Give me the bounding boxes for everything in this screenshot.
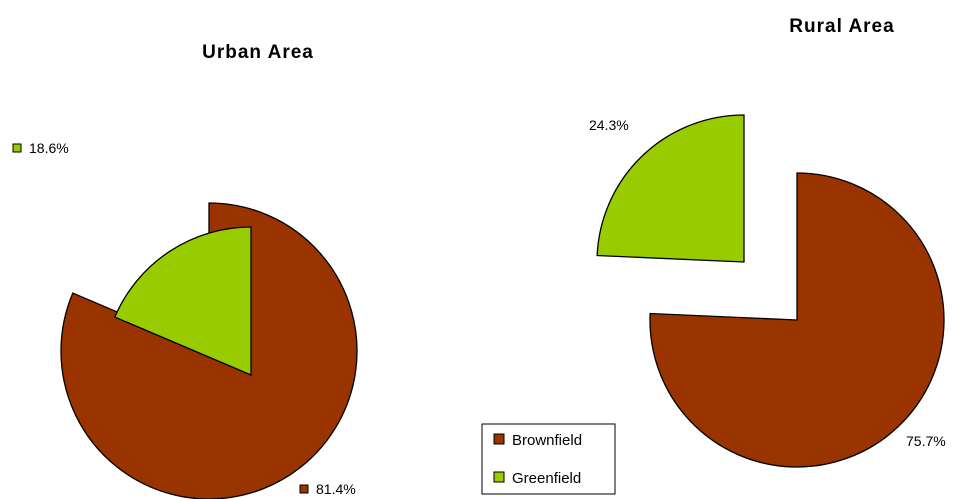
urban-chart-title: Urban Area xyxy=(202,42,314,63)
rural-chart-title: Rural Area xyxy=(789,16,894,37)
urban-area-chart: Urban Area 81.4% 18.6% xyxy=(12,42,358,499)
legend-swatch-brownfield xyxy=(493,433,505,445)
rural-area-chart: Rural Area 75.7% 24.3% xyxy=(589,16,946,468)
urban-label-swatch-brownfield xyxy=(299,484,309,494)
legend-label-brownfield: Brownfield xyxy=(512,432,582,449)
legend-swatch-greenfield xyxy=(493,471,505,483)
legend: Brownfield Greenfield xyxy=(481,423,616,495)
urban-label-swatch-greenfield xyxy=(12,143,22,153)
legend-label-greenfield: Greenfield xyxy=(512,470,581,487)
urban-data-label-brownfield: 81.4% xyxy=(316,481,356,497)
rural-data-label-brownfield: 75.7% xyxy=(906,433,946,449)
rural-slice-brownfield xyxy=(649,172,945,468)
rural-data-label-greenfield: 24.3% xyxy=(589,117,629,133)
urban-slice-greenfield xyxy=(113,226,252,376)
urban-data-label-greenfield: 18.6% xyxy=(29,140,69,156)
rural-slice-greenfield xyxy=(596,114,745,263)
